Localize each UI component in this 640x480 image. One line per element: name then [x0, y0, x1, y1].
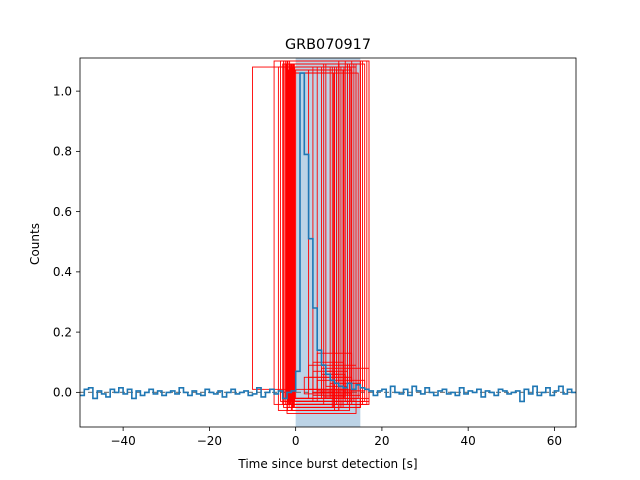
plot-content — [80, 58, 576, 427]
y-tick-label: 0.8 — [53, 145, 72, 159]
x-tick-label: −40 — [110, 434, 135, 448]
time-window-box — [283, 60, 361, 408]
chart-title: GRB070917 — [285, 37, 371, 53]
y-tick-label: 0.0 — [53, 386, 72, 400]
light-curve-series — [80, 72, 576, 403]
x-tick-label: 0 — [292, 434, 300, 448]
x-tick-label: 40 — [461, 434, 476, 448]
x-tick-label: 20 — [374, 434, 389, 448]
time-window-box — [287, 69, 353, 402]
time-window-box — [290, 63, 340, 411]
time-window-box — [289, 66, 345, 399]
y-tick-label: 1.0 — [53, 84, 72, 98]
x-tick-label: −20 — [197, 434, 222, 448]
y-tick-label: 0.4 — [53, 265, 72, 279]
y-tick-label: 0.2 — [53, 325, 72, 339]
time-window-box — [323, 373, 346, 398]
time-window-box — [316, 379, 366, 392]
y-axis-label: Counts — [28, 223, 42, 265]
x-tick-label: 60 — [547, 434, 562, 448]
y-tick-label: 0.6 — [53, 205, 72, 219]
axis-ticks: −40 −20 0 20 40 60 0.0 0.2 0.4 0.6 0.8 1.0 — [53, 84, 562, 448]
axes-frame — [79, 57, 577, 428]
plot-area — [80, 58, 576, 427]
x-axis-label: Time since burst detection [s] — [237, 457, 417, 471]
